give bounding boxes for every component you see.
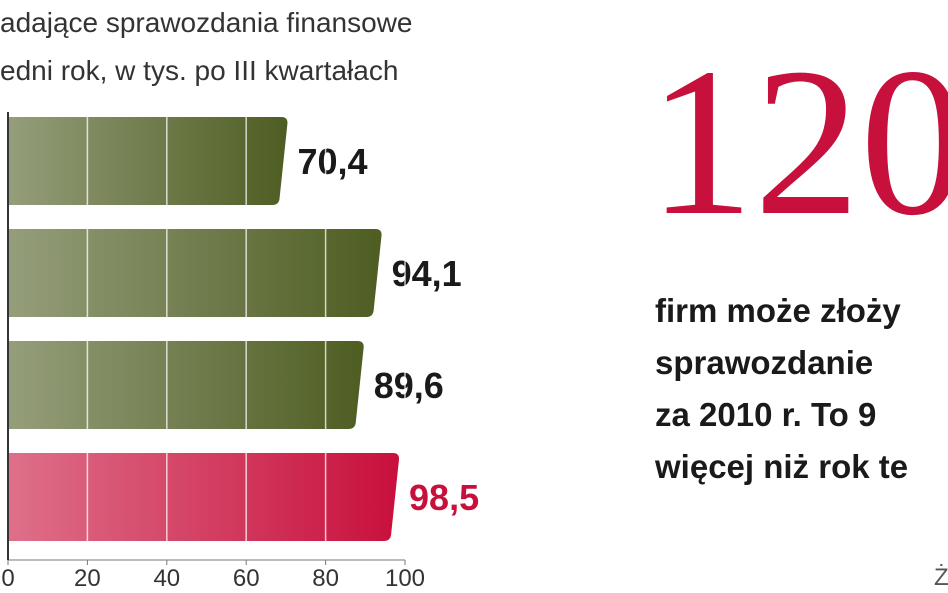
bar: [8, 341, 364, 429]
x-tick-label: 60: [233, 565, 260, 592]
x-tick-label: 100: [385, 565, 425, 592]
annotation-line: za 2010 r. To 9: [655, 396, 876, 433]
source: Ż: [934, 564, 948, 591]
annotation-line: więcej niż rok te: [654, 448, 908, 485]
value-label: 98,5: [409, 477, 479, 518]
value-label: 89,6: [374, 365, 444, 406]
title-line: edni rok, w tys. po III kwartałach: [0, 55, 398, 86]
x-tick-label: 20: [74, 565, 101, 592]
value-label: 70,4: [297, 141, 367, 182]
bar: [8, 453, 400, 541]
x-tick-label: 0: [1, 565, 14, 592]
x-tick-label: 40: [153, 565, 180, 592]
annotation-line: firm może złoży: [655, 292, 901, 329]
title-line: adające sprawozdania finansowe: [0, 7, 413, 38]
big-number: 120: [648, 24, 948, 259]
bar: [8, 117, 288, 205]
bar: [8, 229, 382, 317]
x-tick-label: 80: [312, 565, 339, 592]
annotation-line: sprawozdanie: [655, 344, 873, 381]
value-label: 94,1: [392, 253, 462, 294]
